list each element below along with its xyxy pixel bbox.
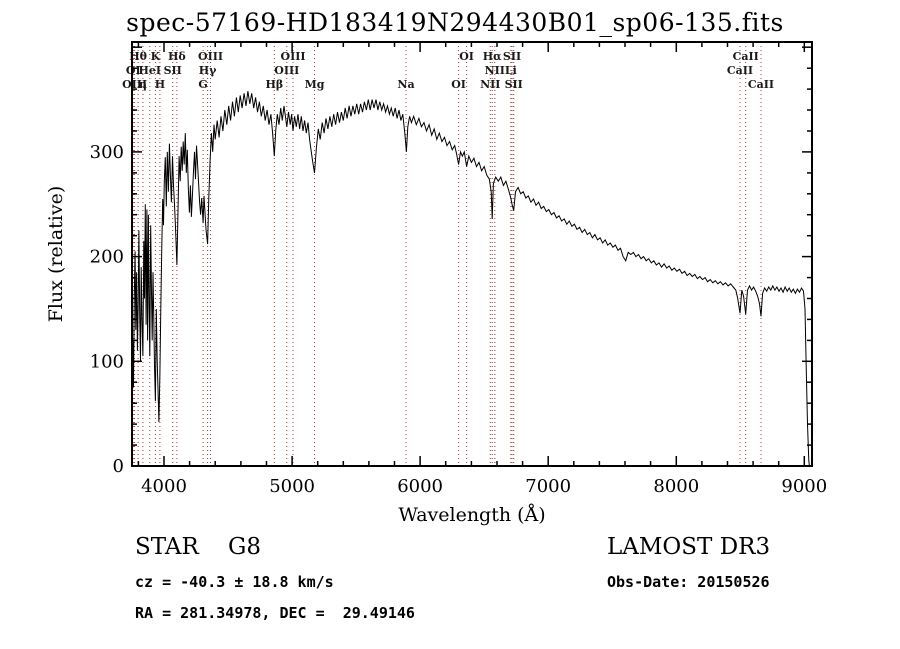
obs-date-label: Obs-Date: 20150526 <box>607 573 770 591</box>
spectral-line-label: Hβ <box>265 78 283 91</box>
y-tick-label: 200 <box>90 247 124 268</box>
spectral-line-label: K <box>151 50 161 63</box>
spectral-line-label: Hγ <box>199 64 217 77</box>
y-tick-label: 300 <box>90 142 124 163</box>
spectral-line-label: OI <box>126 64 141 77</box>
y-axis-title: Flux (relative) <box>45 186 67 323</box>
spectrum-series-group <box>131 91 810 467</box>
spectral-line-label: SII <box>164 64 182 77</box>
spectral-line-label: OIII <box>274 64 299 77</box>
plot-frame <box>131 41 813 467</box>
x-tick-label: 6000 <box>397 476 443 497</box>
spectral-line-label: CaII <box>748 78 774 91</box>
x-tick-label: 5000 <box>269 476 315 497</box>
spectral-line-label: NII <box>480 78 500 91</box>
redshift-velocity-label: cz = -40.3 ± 18.8 km/s <box>135 573 334 591</box>
spectral-line-label: CaII <box>733 50 759 63</box>
spectral-line-label: Li <box>505 64 517 77</box>
x-tick-label: 8000 <box>653 476 699 497</box>
y-tick-label: 0 <box>113 456 124 477</box>
object-class-label: STAR G8 <box>135 534 262 560</box>
spectral-line-label: G <box>198 78 207 91</box>
y-tick-label: 100 <box>90 351 124 372</box>
spectral-line-label: Hα <box>483 50 502 63</box>
page-title: spec-57169-HD183419N294430B01_sp06-135.f… <box>126 8 784 37</box>
x-tick-label: 7000 <box>525 476 571 497</box>
spectral-line-label: SII <box>505 78 523 91</box>
spectral-line-label: Na <box>397 78 414 91</box>
spectral-line-label: OI <box>451 78 466 91</box>
spectral-line-label: HeI <box>139 64 162 77</box>
spectrum-path <box>131 91 810 467</box>
spectral-line-label: Hδ <box>168 50 186 63</box>
spectral-line-label: CaII <box>727 64 753 77</box>
spectral-line-label: SII <box>503 50 521 63</box>
spectral-line-label: OIII <box>122 78 147 91</box>
x-axis-title: Wavelength (Å) <box>398 504 545 526</box>
x-tick-label: 4000 <box>141 476 187 497</box>
x-tick-label: 9000 <box>781 476 827 497</box>
spectrum-plot: Wavelength (Å) Flux (relative) Hθ K Hδ OIII… <box>45 41 827 526</box>
spectral-line-label: OI <box>459 50 474 63</box>
spectral-line-label: η <box>139 78 147 91</box>
spectral-line-label: OIII <box>198 50 223 63</box>
axes-group: 4000 5000 6000 7000 8000 9000 0 100 200 300 <box>90 41 827 497</box>
ra-dec-label: RA = 281.34978, DEC = 29.49146 <box>135 604 415 622</box>
spectral-line-label: NII <box>485 64 505 77</box>
spectral-line-label: OIII <box>280 50 305 63</box>
spectral-line-label: Hθ <box>129 50 147 63</box>
spectral-line-label: H <box>155 78 165 91</box>
survey-label: LAMOST DR3 <box>607 534 771 560</box>
spectral-line-label: Mg <box>305 78 325 91</box>
